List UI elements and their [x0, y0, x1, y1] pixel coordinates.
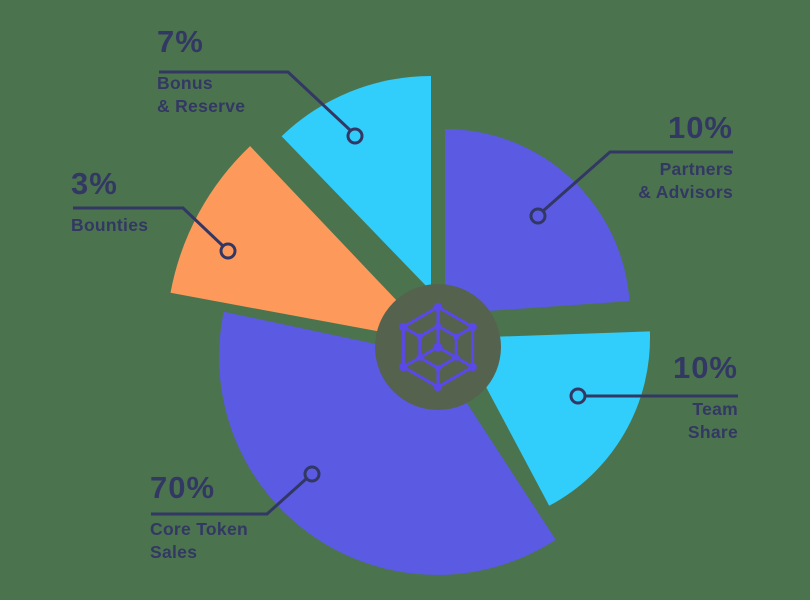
callout-bonus-reserve: 7% Bonus & Reserve: [157, 24, 245, 118]
leader-line-partners: [542, 150, 733, 213]
leader-dot-bonus: [346, 127, 364, 145]
hexagon-outer-nodes: [399, 302, 477, 392]
leader-dot-team: [569, 387, 587, 405]
slice-label-bonus: Bonus & Reserve: [157, 72, 246, 116]
slice-value-core: 70%: [150, 470, 216, 505]
slice-label-team: Team Share: [687, 398, 738, 442]
leader-dot-core: [303, 465, 321, 483]
hexagon-node-dot: [453, 354, 460, 361]
hexagon-inner-nodes: [416, 322, 460, 372]
hexagon-network-icon: [399, 302, 477, 392]
leader-line-core: [151, 477, 308, 516]
hexagon-node-dot: [433, 302, 443, 312]
callout-core-token-sales: 70% Core Token Sales: [150, 470, 248, 564]
leader-dot-bounties: [219, 242, 237, 260]
hexagon-node-dot: [453, 333, 460, 340]
callout-leader-lines: [73, 70, 738, 516]
hexagon-node-dot: [434, 364, 442, 372]
hexagon-node-dot: [399, 362, 408, 372]
slice-label-partners: Partners & Advisors: [638, 158, 733, 202]
callout-partners-advisors: 10% Partners & Advisors: [638, 110, 733, 204]
slice-value-partners: 10%: [667, 110, 733, 145]
pie-slice-bounties: [170, 146, 436, 342]
slice-value-bonus: 7%: [157, 24, 204, 59]
pie-hub: [375, 284, 501, 410]
pie-slice-core: [219, 311, 556, 575]
hexagon-node-dot: [468, 322, 477, 332]
pie-slices: [170, 75, 651, 575]
hexagon-center-node: [433, 342, 443, 352]
callout-bounties: 3% Bounties: [71, 166, 148, 237]
leader-dot-partners: [529, 207, 547, 225]
slice-value-team: 10%: [672, 350, 738, 385]
pie-slice-bonus: [281, 75, 431, 292]
hexagon-node-dot: [416, 333, 423, 340]
leader-line-bonus: [159, 70, 352, 132]
slice-label-bounties: Bounties: [71, 214, 149, 235]
slice-label-core: Core Token Sales: [150, 518, 248, 562]
callout-team-share: 10% Team Share: [673, 350, 738, 444]
hexagon-node-dot: [399, 322, 408, 332]
hexagon-node-dot: [433, 382, 443, 392]
hexagon-node-dot: [468, 362, 477, 372]
slice-value-bounties: 3%: [71, 166, 118, 201]
hexagon-node-dot: [434, 322, 442, 330]
leader-line-bounties: [73, 206, 225, 248]
hexagon-node-dot: [416, 354, 423, 361]
pie-slice-team: [460, 331, 651, 506]
